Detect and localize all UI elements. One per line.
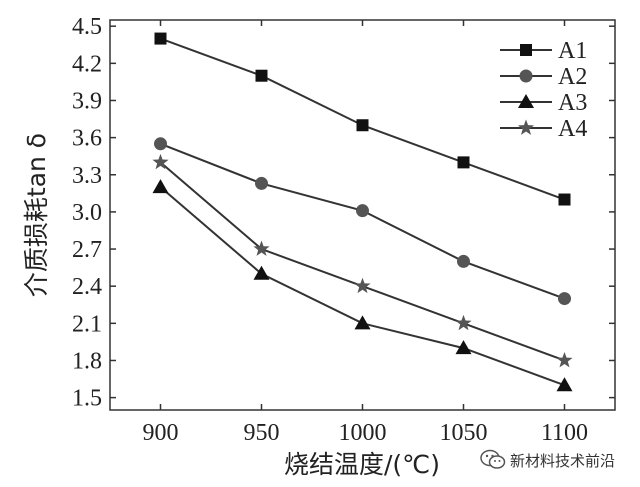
legend-marker-a3 (518, 94, 534, 108)
axis-ticks: 1.5 1.8 2.1 2.4 2.7 3.0 3.3 3.6 3.9 4.2 4.5 900 950 1… (72, 14, 615, 446)
watermark: 新材料技术前沿 (480, 446, 615, 474)
data-point-a2 (558, 292, 571, 306)
legend-label-a1: A1 (558, 38, 587, 64)
legend-label-a2: A2 (558, 64, 587, 90)
legend-label-a4: A4 (558, 116, 587, 142)
data-point-a1 (356, 119, 369, 132)
y-tick-label: 2.1 (72, 311, 102, 337)
data-point-a1 (558, 193, 571, 206)
y-tick-label: 4.2 (72, 51, 102, 77)
data-point-a1 (255, 69, 268, 82)
x-tick-label: 1050 (440, 420, 488, 446)
wechat-icon (480, 449, 506, 469)
x-tick-label: 1100 (541, 420, 588, 446)
y-tick-label: 1.5 (72, 386, 102, 412)
data-point-a3 (556, 377, 573, 392)
legend-label-a3: A3 (558, 90, 587, 116)
y-axis-title: 介质损耗tan δ (22, 133, 51, 297)
series-line-a1 (160, 37, 565, 201)
y-tick-label: 3.9 (72, 88, 102, 114)
y-tick-label: 3.0 (72, 200, 102, 226)
data-point-a1 (457, 156, 470, 169)
y-tick-label: 2.4 (72, 274, 102, 300)
data-point-a3 (455, 340, 472, 355)
data-point-a2 (356, 204, 369, 218)
x-tick-label: 900 (143, 420, 179, 446)
watermark-text: 新材料技术前沿 (510, 451, 616, 470)
legend-marker-a4 (517, 119, 535, 135)
series-line-a2 (160, 142, 565, 300)
y-tick-label: 2.7 (72, 237, 102, 263)
series-line-a4 (159, 161, 565, 362)
y-tick-label: 3.6 (72, 126, 102, 152)
legend-marker-a2 (519, 69, 533, 83)
x-tick-label: 950 (244, 420, 280, 446)
data-point-a4 (455, 314, 472, 331)
y-tick-label: 4.5 (72, 14, 102, 40)
data-point-a3 (253, 265, 270, 280)
data-point-a4 (556, 351, 573, 368)
data-point-a2 (154, 137, 167, 151)
y-tick-label: 1.8 (72, 348, 102, 374)
data-point-a3 (354, 315, 371, 330)
x-tick-label: 1000 (339, 420, 387, 446)
data-point-a4 (253, 240, 270, 256)
data-point-a2 (255, 176, 268, 190)
legend-marker-a1 (520, 44, 532, 56)
data-point-a4 (354, 277, 371, 294)
data-point-a1 (154, 32, 167, 45)
y-tick-label: 3.3 (72, 163, 102, 189)
x-axis-title: 烧结温度/(℃) (284, 450, 440, 479)
data-point-a3 (152, 179, 169, 194)
data-point-a4 (152, 153, 169, 170)
data-point-a2 (457, 254, 470, 268)
series-markers (152, 32, 573, 392)
